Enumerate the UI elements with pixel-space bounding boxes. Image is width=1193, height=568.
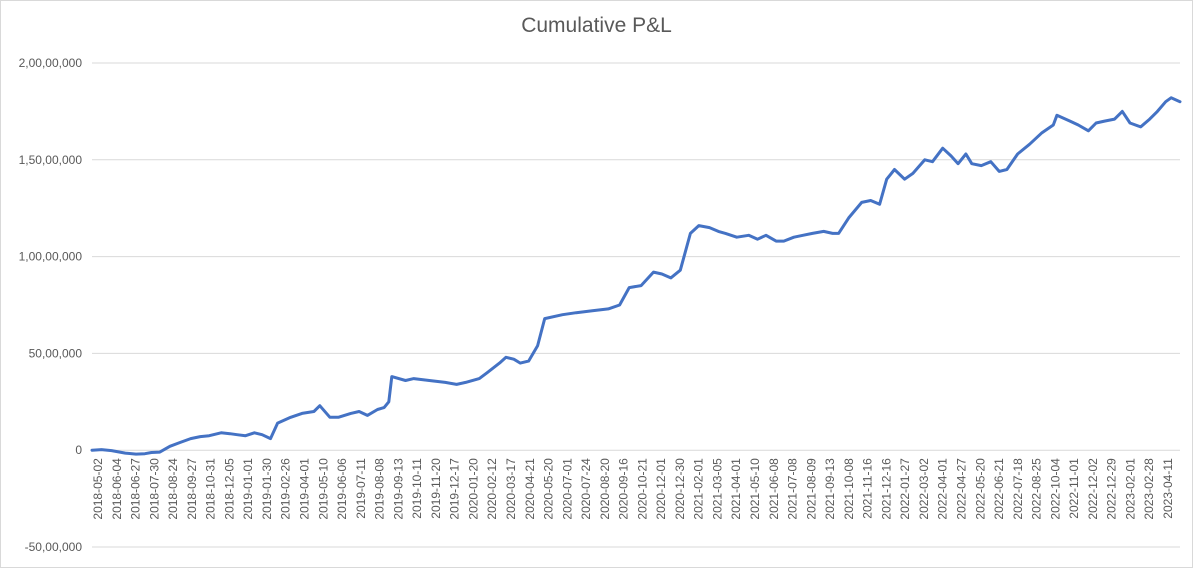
- x-tick-label-52: 2022-11-01: [1067, 458, 1081, 519]
- x-tick-label-36: 2021-06-08: [767, 458, 781, 520]
- chart-title: Cumulative P&L: [521, 14, 672, 37]
- x-tick-label-6: 2018-10-31: [204, 458, 218, 520]
- x-tick-label-16: 2019-09-13: [391, 458, 405, 520]
- x-tick-label-47: 2022-05-20: [973, 458, 987, 520]
- x-tick-label-3: 2018-07-30: [147, 458, 161, 520]
- x-tick-label-18: 2019-11-20: [429, 458, 443, 519]
- x-tick-label-2: 2018-06-27: [129, 458, 143, 520]
- y-tick-label-0: 2,00,00,000: [19, 56, 83, 70]
- x-tick-label-28: 2020-09-16: [617, 458, 631, 520]
- x-tick-label-23: 2020-04-21: [523, 458, 537, 520]
- x-tick-label-27: 2020-08-20: [598, 458, 612, 520]
- x-axis-tick-labels: 2018-05-02 2018-06-04 2018-06-27 2018-07-30…: [91, 458, 1175, 520]
- series-layer: [90, 96, 1182, 456]
- x-tick-label-42: 2021-12-16: [879, 458, 893, 520]
- x-tick-label-48: 2022-06-21: [992, 458, 1006, 520]
- x-tick-label-40: 2021-10-08: [842, 458, 856, 520]
- x-tick-label-25: 2020-07-01: [560, 458, 574, 520]
- x-tick-label-57: 2023-04-11: [1161, 458, 1175, 519]
- x-tick-label-33: 2021-03-05: [710, 458, 724, 520]
- x-tick-label-51: 2022-10-04: [1048, 458, 1062, 520]
- x-tick-label-29: 2020-10-21: [635, 458, 649, 520]
- x-tick-label-21: 2020-02-12: [485, 458, 499, 520]
- x-tick-label-1: 2018-06-04: [110, 458, 124, 520]
- x-tick-label-41: 2021-11-16: [861, 458, 875, 519]
- x-tick-label-30: 2020-12-01: [654, 458, 668, 520]
- x-tick-label-22: 2020-03-17: [504, 458, 518, 520]
- x-tick-label-55: 2023-02-01: [1123, 458, 1137, 520]
- x-tick-label-17: 2019-10-11: [410, 458, 424, 519]
- x-tick-label-31: 2020-12-30: [673, 458, 687, 520]
- x-tick-label-15: 2019-08-08: [373, 458, 387, 520]
- x-tick-label-38: 2021-08-09: [804, 458, 818, 520]
- y-tick-label-2: 1,00,00,000: [19, 250, 83, 264]
- x-tick-label-26: 2020-07-24: [579, 458, 593, 520]
- x-tick-label-20: 2020-01-20: [466, 458, 480, 520]
- x-tick-label-46: 2022-04-27: [955, 458, 969, 520]
- x-tick-label-14: 2019-07-11: [354, 458, 368, 519]
- x-tick-label-9: 2019-01-30: [260, 458, 274, 520]
- x-tick-label-19: 2019-12-17: [448, 458, 462, 520]
- x-tick-label-43: 2022-01-27: [898, 458, 912, 520]
- x-tick-label-44: 2022-03-02: [917, 458, 931, 520]
- x-tick-label-53: 2022-12-02: [1086, 458, 1100, 520]
- x-tick-label-34: 2021-04-01: [729, 458, 743, 520]
- y-tick-label-5: -50,00,000: [25, 540, 83, 554]
- x-tick-label-24: 2020-05-20: [542, 458, 556, 520]
- series-line-0: [90, 96, 1182, 456]
- x-tick-label-8: 2019-01-01: [241, 458, 255, 520]
- x-tick-label-12: 2019-05-10: [316, 458, 330, 520]
- y-axis-tick-labels: 2,00,00,000 1,50,00,000 1,00,00,000 50,00,0…: [19, 56, 83, 554]
- x-tick-label-37: 2021-07-08: [786, 458, 800, 520]
- y-tick-label-1: 1,50,00,000: [19, 153, 83, 167]
- x-tick-label-4: 2018-08-24: [166, 458, 180, 520]
- x-tick-label-45: 2022-04-01: [936, 458, 950, 520]
- x-tick-label-10: 2019-02-26: [279, 458, 293, 520]
- x-tick-label-7: 2018-12-05: [222, 458, 236, 520]
- x-tick-label-32: 2021-02-01: [692, 458, 706, 520]
- x-tick-label-56: 2023-02-28: [1142, 458, 1156, 520]
- gridlines: [92, 62, 1180, 548]
- y-tick-label-4: 0: [75, 443, 82, 457]
- x-tick-label-0: 2018-05-02: [91, 458, 105, 520]
- x-tick-label-35: 2021-05-10: [748, 458, 762, 520]
- x-tick-label-13: 2019-06-06: [335, 458, 349, 520]
- x-tick-label-39: 2021-09-13: [823, 458, 837, 520]
- y-tick-label-3: 50,00,000: [29, 346, 83, 360]
- x-tick-label-54: 2022-12-29: [1105, 458, 1119, 520]
- x-tick-label-49: 2022-07-18: [1011, 458, 1025, 520]
- x-tick-label-11: 2019-04-01: [297, 458, 311, 520]
- x-tick-label-50: 2022-08-25: [1030, 458, 1044, 520]
- x-tick-label-5: 2018-09-27: [185, 458, 199, 520]
